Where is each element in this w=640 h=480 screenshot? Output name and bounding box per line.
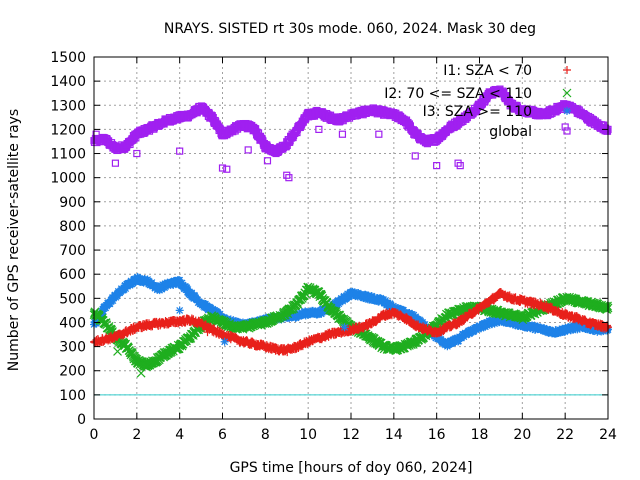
y-tick-label: 800 bbox=[59, 219, 86, 235]
y-tick-label: 1100 bbox=[50, 147, 86, 163]
outlier-point bbox=[223, 165, 231, 173]
x-tick-label: 4 bbox=[175, 427, 184, 443]
legend-marker bbox=[563, 66, 571, 74]
outlier-point bbox=[411, 152, 419, 160]
outliers bbox=[203, 311, 390, 349]
y-tick-label: 600 bbox=[59, 267, 86, 283]
data-layer bbox=[89, 85, 613, 378]
y-tick-label: 1300 bbox=[50, 98, 86, 114]
y-tick-label: 700 bbox=[59, 243, 86, 259]
outlier-point bbox=[176, 147, 184, 155]
y-tick-label: 1000 bbox=[50, 171, 86, 187]
outlier-point bbox=[561, 123, 569, 131]
x-tick-label: 12 bbox=[342, 427, 360, 443]
series-3 bbox=[90, 85, 612, 158]
outlier-point bbox=[113, 347, 122, 356]
outlier-point bbox=[111, 159, 120, 167]
x-tick-label: 18 bbox=[471, 427, 489, 443]
chart-title: NRAYS. SISTED rt 30s mode. 060, 2024. Ma… bbox=[164, 21, 536, 37]
outlier-point bbox=[218, 164, 227, 172]
y-tick-label: 500 bbox=[59, 291, 86, 307]
x-tick-label: 24 bbox=[599, 427, 617, 443]
x-tick-label: 14 bbox=[385, 427, 403, 443]
legend-marker bbox=[562, 88, 572, 98]
y-tick-label: 100 bbox=[59, 388, 86, 404]
legend-marker bbox=[563, 107, 571, 115]
x-axis-title: GPS time [hours of doy 060, 2024] bbox=[230, 460, 473, 476]
outlier-point bbox=[503, 96, 511, 105]
outliers bbox=[113, 347, 146, 378]
y-tick-label: 0 bbox=[77, 412, 86, 428]
x-tick-label: 16 bbox=[428, 427, 446, 443]
series-0 bbox=[90, 288, 612, 357]
outlier-point bbox=[456, 162, 464, 170]
outlier-point bbox=[244, 146, 252, 154]
outlier-point bbox=[259, 340, 268, 349]
outlier-point bbox=[263, 157, 272, 165]
outlier-point bbox=[315, 125, 323, 134]
legend-label: I3: SZA >= 110 bbox=[423, 104, 532, 120]
x-tick-label: 22 bbox=[556, 427, 574, 443]
outlier-point bbox=[133, 149, 141, 158]
data-point bbox=[317, 291, 327, 301]
x-tick-label: 10 bbox=[299, 427, 317, 443]
legend-label: global bbox=[489, 124, 532, 140]
outlier-point bbox=[92, 130, 100, 138]
ticks: 0100200300400500600700800900100011001200… bbox=[50, 50, 617, 443]
y-tick-label: 400 bbox=[59, 315, 86, 331]
outlier-point bbox=[285, 174, 293, 182]
outlier-point bbox=[340, 323, 349, 332]
legend: I1: SZA < 70 I2: 70 <= SZA < 110 I3: SZA >… bbox=[384, 63, 572, 140]
outlier-point bbox=[220, 337, 229, 346]
outlier-point bbox=[375, 130, 383, 138]
outlier-point bbox=[338, 130, 347, 138]
legend-label: I2: 70 <= SZA < 110 bbox=[384, 86, 532, 102]
x-tick-label: 20 bbox=[513, 427, 531, 443]
y-axis-title: Number of GPS receiver-satellite rays bbox=[6, 109, 22, 371]
y-tick-label: 1200 bbox=[50, 122, 86, 138]
y-tick-label: 300 bbox=[59, 340, 86, 356]
x-tick-label: 2 bbox=[132, 427, 141, 443]
outliers bbox=[92, 96, 569, 182]
x-tick-label: 0 bbox=[90, 427, 99, 443]
outlier-point bbox=[175, 306, 184, 315]
y-tick-label: 1400 bbox=[50, 74, 86, 90]
x-tick-label: 8 bbox=[261, 427, 270, 443]
y-tick-label: 900 bbox=[59, 195, 86, 211]
legend-marker bbox=[563, 127, 571, 135]
outlier-point bbox=[381, 311, 390, 320]
legend-label: I1: SZA < 70 bbox=[443, 63, 532, 79]
outlier-point bbox=[136, 368, 146, 378]
data-point bbox=[154, 355, 164, 365]
y-tick-label: 200 bbox=[59, 364, 86, 380]
outlier-point bbox=[203, 328, 212, 337]
outliers bbox=[175, 306, 349, 346]
x-tick-label: 6 bbox=[218, 427, 227, 443]
y-tick-label: 1500 bbox=[50, 50, 86, 66]
outlier-point bbox=[433, 162, 441, 170]
